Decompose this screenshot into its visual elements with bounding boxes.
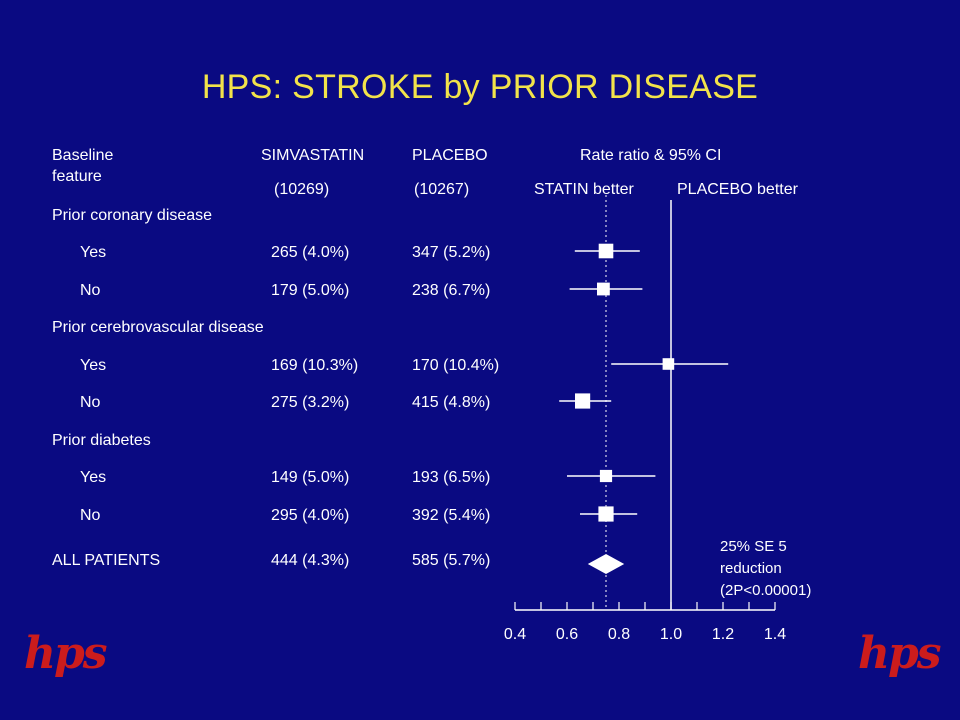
x-tick-label: 0.4 xyxy=(504,626,526,643)
summary-note-line1: 25% SE 5 xyxy=(720,538,787,555)
point-estimate-square xyxy=(575,393,591,409)
row-placebo-value: 392 (5.4%) xyxy=(412,507,491,524)
row-simvastatin-value: 265 (4.0%) xyxy=(271,244,350,261)
header-rate-ratio: Rate ratio & 95% CI xyxy=(580,147,722,164)
point-estimate-square xyxy=(662,358,675,370)
summary-note-line3: (2P<0.00001) xyxy=(720,582,812,599)
row-simvastatin-value: 179 (5.0%) xyxy=(271,282,350,299)
row-label: Yes xyxy=(80,357,107,374)
header-simvastatin-n: (10269) xyxy=(274,181,330,198)
row-placebo-value: 193 (6.5%) xyxy=(412,469,491,486)
row-placebo-value: 415 (4.8%) xyxy=(412,394,491,411)
x-tick-label: 0.6 xyxy=(556,626,578,643)
point-estimate-square xyxy=(598,243,614,259)
row-placebo-value: 170 (10.4%) xyxy=(412,357,500,374)
point-estimate-square xyxy=(597,282,610,296)
row-label: Yes xyxy=(80,244,107,261)
group-prior-cerebrovascular: Prior cerebrovascular disease xyxy=(52,319,264,336)
row-all-simvastatin-value: 444 (4.3%) xyxy=(271,552,350,569)
overall-diamond xyxy=(587,554,625,574)
x-tick-label: 1.4 xyxy=(764,626,786,643)
header-placebo-better: PLACEBO better xyxy=(677,181,798,198)
point-estimate-square xyxy=(598,506,614,522)
hps-logo-right: hps xyxy=(858,628,942,679)
x-tick-label: 1.2 xyxy=(712,626,734,643)
header-feature-line1: Baseline xyxy=(52,147,114,164)
row-simvastatin-value: 275 (3.2%) xyxy=(271,394,350,411)
row-label: No xyxy=(80,282,101,299)
row-placebo-value: 347 (5.2%) xyxy=(412,244,491,261)
row-simvastatin-value: 149 (5.0%) xyxy=(271,469,350,486)
row-label: No xyxy=(80,507,101,524)
row-placebo-value: 238 (6.7%) xyxy=(412,282,491,299)
header-placebo: PLACEBO xyxy=(412,147,488,164)
slide-title: HPS: STROKE by PRIOR DISEASE xyxy=(201,68,759,106)
x-tick-label: 1.0 xyxy=(660,626,682,643)
summary-note-line2: reduction xyxy=(720,560,782,577)
header-placebo-n: (10267) xyxy=(414,181,470,198)
header-feature-line2: feature xyxy=(52,168,102,185)
point-estimate-square xyxy=(599,469,613,483)
row-label: No xyxy=(80,394,101,411)
row-all-patients-label: ALL PATIENTS xyxy=(52,552,161,569)
hps-logo-left: hps xyxy=(24,628,108,679)
row-all-placebo-value: 585 (5.7%) xyxy=(412,552,491,569)
row-label: Yes xyxy=(80,469,107,486)
group-prior-coronary: Prior coronary disease xyxy=(52,207,213,224)
row-simvastatin-value: 295 (4.0%) xyxy=(271,507,350,524)
group-prior-diabetes: Prior diabetes xyxy=(52,432,151,449)
row-simvastatin-value: 169 (10.3%) xyxy=(271,357,359,374)
header-simvastatin: SIMVASTATIN xyxy=(261,147,365,164)
header-statin-better: STATIN better xyxy=(534,181,634,198)
x-tick-label: 0.8 xyxy=(608,626,630,643)
